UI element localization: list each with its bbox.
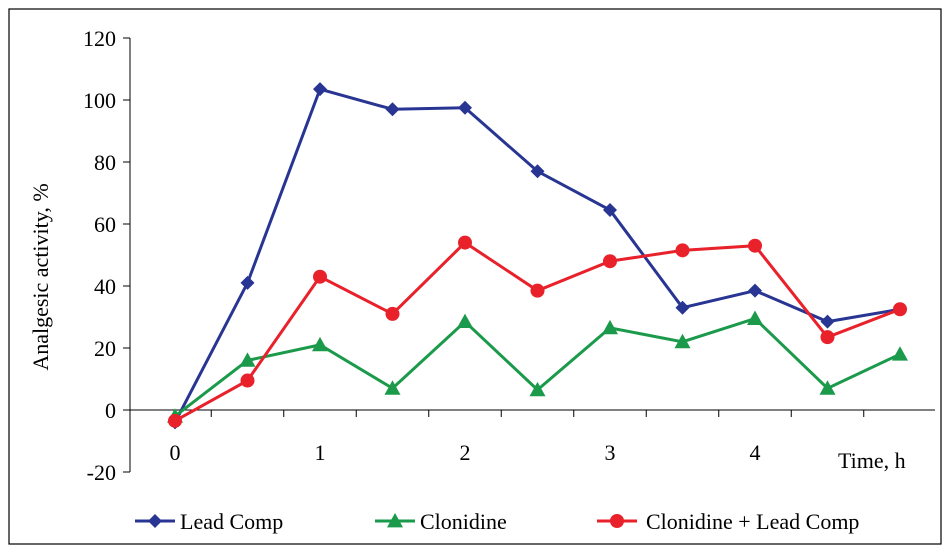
series-circle [168,235,907,428]
data-point-diamond [675,300,690,315]
data-point-diamond [458,100,472,115]
legend-item: Clonidine + Lead Comp [597,509,859,534]
x-tick-label: 0 [170,440,181,465]
data-point-triangle [384,380,401,395]
data-point-circle [748,238,762,253]
y-tick-label: -20 [87,460,116,485]
legend-label: Clonidine [420,509,507,534]
legend-marker-triangle [387,513,403,528]
y-tick-label: 20 [94,336,116,361]
y-tick-label: 80 [94,150,116,175]
data-point-triangle [819,380,836,395]
data-point-diamond [313,82,327,97]
x-tick-label: 3 [605,440,616,465]
x-tick-label: 2 [460,440,471,465]
data-point-diamond [820,314,835,329]
legend-marker-diamond [148,514,162,528]
x-tick-label: 4 [750,440,761,465]
data-point-diamond [385,102,400,117]
y-tick-label: 40 [94,274,116,299]
y-ticks: -20 0 20 40 60 80 100 120 [83,26,130,485]
legend-item: Lead Comp [135,509,283,534]
legend-label: Lead Comp [180,509,283,534]
data-point-triangle [892,346,908,361]
data-point-diamond [603,203,617,218]
y-tick-label: 0 [105,398,116,423]
data-point-diamond [748,283,762,298]
data-point-circle [168,413,182,428]
legend-marker-circle [610,514,624,528]
data-point-diamond [240,275,255,290]
series-triangle [167,310,908,423]
data-point-circle [530,283,545,298]
data-point-triangle [312,336,328,352]
data-point-triangle [239,352,256,367]
y-tick-label: 120 [83,26,116,51]
data-point-triangle [747,310,763,325]
data-point-triangle [529,381,546,397]
data-point-circle [675,243,690,258]
legend: Lead Comp Clonidine Clonidine + Lead Comp [135,509,859,534]
data-point-circle [458,235,472,250]
data-point-diamond [530,164,545,179]
axes: -20 0 20 40 60 80 100 120 0 1 2 3 4 [83,26,935,485]
data-point-circle [240,373,255,388]
data-point-circle [313,269,327,284]
data-point-circle [893,302,907,317]
data-point-triangle [457,313,473,329]
y-axis-title: Analgesic activity, % [28,183,53,370]
data-point-circle [385,306,400,321]
chart-frame [8,8,942,545]
x-tick-label: 1 [315,440,326,465]
x-axis-title: Time, h [838,448,906,473]
data-point-circle [820,330,835,345]
data-point-circle [603,254,617,269]
y-tick-label: 60 [94,212,116,237]
legend-item: Clonidine [375,509,507,534]
x-ticks: 0 1 2 3 4 [170,410,865,465]
series-layer [167,82,908,430]
data-point-triangle [674,333,691,349]
y-tick-label: 100 [83,88,116,113]
data-point-triangle [602,319,618,335]
legend-label: Clonidine + Lead Comp [646,509,859,534]
